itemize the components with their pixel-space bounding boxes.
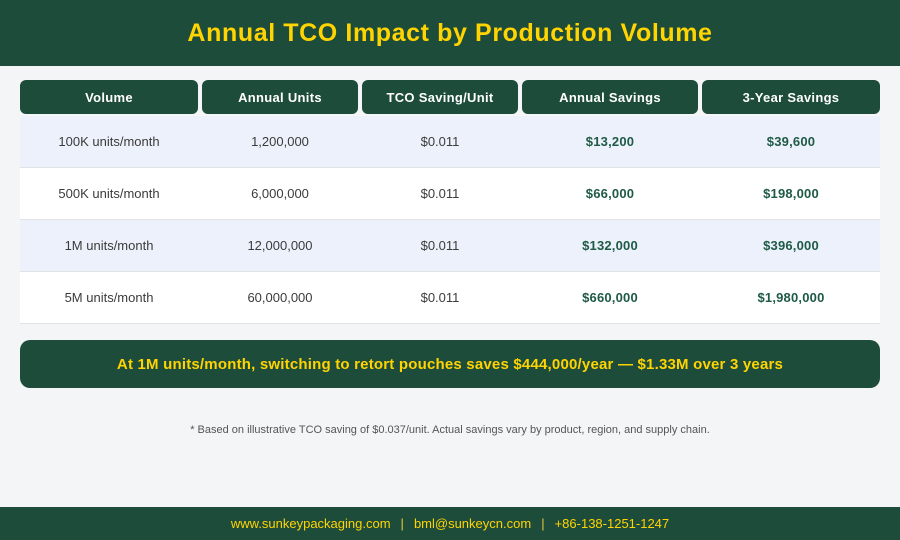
email-link[interactable]: bml@sunkeycn.com xyxy=(413,516,532,531)
cell-3-year-savings: $1,980,000 xyxy=(757,290,825,305)
cell-annual-savings: $13,200 xyxy=(585,134,635,149)
cell-3-year-savings: $198,000 xyxy=(763,186,819,201)
cell-annual-units: 60,000,000 xyxy=(247,290,313,305)
cell-tco-saving-unit: $0.011 xyxy=(420,238,460,253)
title-bar: Annual TCO Impact by Production Volume xyxy=(0,0,900,66)
cell-annual-units: 6,000,000 xyxy=(251,186,309,201)
cell-volume: 100K units/month xyxy=(58,134,160,149)
savings-callout-text: At 1M units/month, switching to retort p… xyxy=(116,355,784,373)
column-header-3-year-savings: 3-Year Savings xyxy=(702,80,880,114)
website-link[interactable]: www.sunkeypackaging.com xyxy=(230,516,391,531)
table-row: 1M units/month 12,000,000 $0.011 $132,00… xyxy=(20,220,880,272)
disclaimer-footnote: * Based on illustrative TCO saving of $0… xyxy=(190,424,710,436)
footer-separator: | xyxy=(400,516,404,531)
cell-tco-saving-unit: $0.011 xyxy=(420,290,460,305)
phone-link[interactable]: +86-138-1251-1247 xyxy=(554,516,670,531)
cell-volume: 5M units/month xyxy=(64,290,154,305)
contact-footer: www.sunkeypackaging.com | bml@sunkeycn.c… xyxy=(0,507,900,540)
cell-annual-savings: $132,000 xyxy=(582,238,638,253)
cell-annual-units: 1,200,000 xyxy=(251,134,309,149)
cell-3-year-savings: $396,000 xyxy=(763,238,819,253)
cell-volume: 1M units/month xyxy=(64,238,154,253)
column-header-annual-savings: Annual Savings xyxy=(522,80,698,114)
cell-annual-savings: $660,000 xyxy=(582,290,638,305)
savings-callout-banner: At 1M units/month, switching to retort p… xyxy=(20,340,880,388)
footer-separator: | xyxy=(541,516,545,531)
column-header-annual-units: Annual Units xyxy=(202,80,358,114)
cell-tco-saving-unit: $0.011 xyxy=(420,134,460,149)
page-title: Annual TCO Impact by Production Volume xyxy=(187,18,713,47)
table-row: 500K units/month 6,000,000 $0.011 $66,00… xyxy=(20,168,880,220)
cell-3-year-savings: $39,600 xyxy=(766,134,816,149)
table-row: 5M units/month 60,000,000 $0.011 $660,00… xyxy=(20,272,880,324)
cell-annual-savings: $66,000 xyxy=(585,186,635,201)
cell-annual-units: 12,000,000 xyxy=(247,238,313,253)
cell-tco-saving-unit: $0.011 xyxy=(420,186,460,201)
table-header-row: Volume Annual Units TCO Saving/Unit Annu… xyxy=(20,80,880,114)
cell-volume: 500K units/month xyxy=(58,186,160,201)
column-header-tco-saving-unit: TCO Saving/Unit xyxy=(362,80,518,114)
tco-table: Volume Annual Units TCO Saving/Unit Annu… xyxy=(0,80,900,324)
table-row: 100K units/month 1,200,000 $0.011 $13,20… xyxy=(20,116,880,168)
column-header-volume: Volume xyxy=(20,80,198,114)
